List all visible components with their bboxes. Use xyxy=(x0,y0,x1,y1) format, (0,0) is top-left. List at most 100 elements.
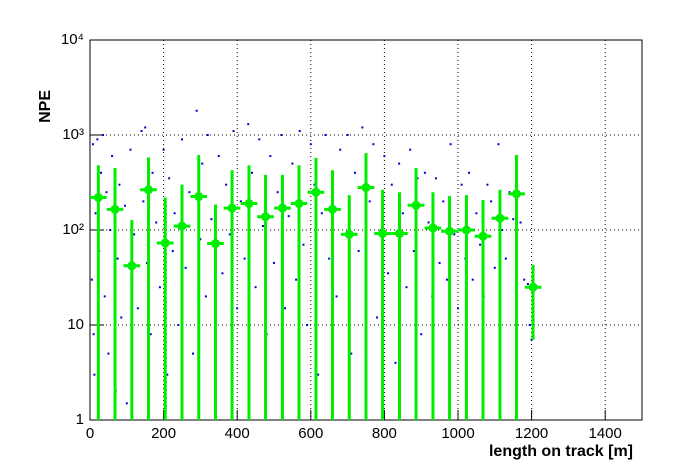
scatter-point xyxy=(412,250,415,253)
scatter-point xyxy=(217,155,220,158)
x-axis-title: length on track [m] xyxy=(489,443,633,460)
scatter-point xyxy=(468,171,471,174)
profile-point xyxy=(177,221,187,231)
scatter-point xyxy=(434,177,437,180)
scatter-point xyxy=(195,109,198,112)
profile-point xyxy=(160,238,170,248)
scatter-point xyxy=(504,257,507,260)
scatter-point xyxy=(409,148,412,151)
profile-point xyxy=(210,239,220,249)
scatter-point xyxy=(204,295,207,298)
y-tick-label: 10 xyxy=(67,316,84,333)
scatter-point xyxy=(284,307,287,310)
scatter-point xyxy=(302,243,305,246)
scatter-point xyxy=(390,183,393,186)
profile-point xyxy=(328,204,338,214)
profile-point xyxy=(495,213,505,223)
scatter-point xyxy=(162,148,165,151)
scatter-point xyxy=(201,162,204,165)
scatter-point xyxy=(149,333,152,336)
scatter-point xyxy=(449,143,452,146)
scatter-point xyxy=(423,171,426,174)
scatter-point xyxy=(368,200,371,203)
scatter-point xyxy=(320,212,323,215)
profile-point xyxy=(411,200,421,210)
profile-point xyxy=(512,189,522,199)
scatter-point xyxy=(93,373,96,376)
profile-point xyxy=(277,203,287,213)
scatter-point xyxy=(105,191,108,194)
scatter-point xyxy=(192,352,195,355)
scatter-point xyxy=(291,162,294,165)
profile-point xyxy=(194,192,204,202)
profile-point xyxy=(394,228,404,238)
scatter-point xyxy=(188,191,191,194)
profile-point xyxy=(528,282,538,292)
scatter-point xyxy=(166,373,169,376)
scatter-point xyxy=(91,143,94,146)
scatter-point xyxy=(353,171,356,174)
scatter-point xyxy=(493,266,496,269)
profile-point xyxy=(311,187,321,197)
scatter-point xyxy=(133,233,136,236)
scatter-point xyxy=(221,272,224,275)
scatter-point xyxy=(438,261,441,264)
scatter-point xyxy=(324,134,327,136)
scatter-point xyxy=(210,218,213,221)
scatter-point xyxy=(471,278,474,281)
scatter-point xyxy=(475,212,478,215)
profile-point xyxy=(445,226,455,236)
scatter-point xyxy=(120,316,123,319)
scatter-point xyxy=(361,126,364,129)
scatter-point xyxy=(258,138,261,141)
scatter-point xyxy=(357,250,360,253)
profile-point xyxy=(461,225,471,235)
profile-point xyxy=(378,228,388,238)
scatter-point xyxy=(460,183,463,186)
profile-point xyxy=(127,261,137,271)
scatter-point xyxy=(247,123,250,126)
scatter-point xyxy=(177,324,180,326)
scatter-point xyxy=(144,126,147,129)
scatter-point xyxy=(96,138,99,141)
profile-point xyxy=(93,192,103,202)
scatter-point xyxy=(107,352,110,355)
x-tick-label: 0 xyxy=(86,425,94,442)
scatter-point xyxy=(350,352,353,355)
profile-point xyxy=(110,204,120,214)
scatter-point xyxy=(250,171,253,174)
scatter-point xyxy=(94,212,97,215)
scatter-point xyxy=(528,324,531,326)
scatter-point xyxy=(405,286,408,289)
y-tick-label: 10³ xyxy=(62,126,84,143)
scatter-point xyxy=(140,130,143,133)
scatter-point xyxy=(273,261,275,264)
scatter-point xyxy=(269,155,272,158)
scatter-point xyxy=(508,191,511,194)
scatter-point xyxy=(398,162,401,165)
scatter-point xyxy=(236,307,239,310)
scatter-point xyxy=(497,143,500,146)
x-tick-label: 1200 xyxy=(515,425,548,442)
scatter-point xyxy=(151,171,154,174)
scatter-point xyxy=(111,155,114,158)
scatter-point xyxy=(276,191,279,194)
scatter-point xyxy=(328,257,331,260)
profile-point xyxy=(428,223,438,233)
scatter-point xyxy=(427,221,430,224)
x-tick-label: 200 xyxy=(151,425,176,442)
scatter-point xyxy=(142,200,145,203)
scatter-point xyxy=(401,212,404,215)
scatter-point xyxy=(457,307,459,310)
scatter-point xyxy=(442,200,445,203)
profile-point xyxy=(244,199,254,209)
scatter-point xyxy=(298,130,301,133)
scatter-point xyxy=(306,324,309,326)
scatter-point xyxy=(228,233,231,236)
scatter-point xyxy=(387,272,390,275)
scatter-point xyxy=(309,143,312,146)
scatter-point xyxy=(339,148,342,151)
scatter-point xyxy=(116,257,119,260)
scatter-point xyxy=(101,134,104,136)
